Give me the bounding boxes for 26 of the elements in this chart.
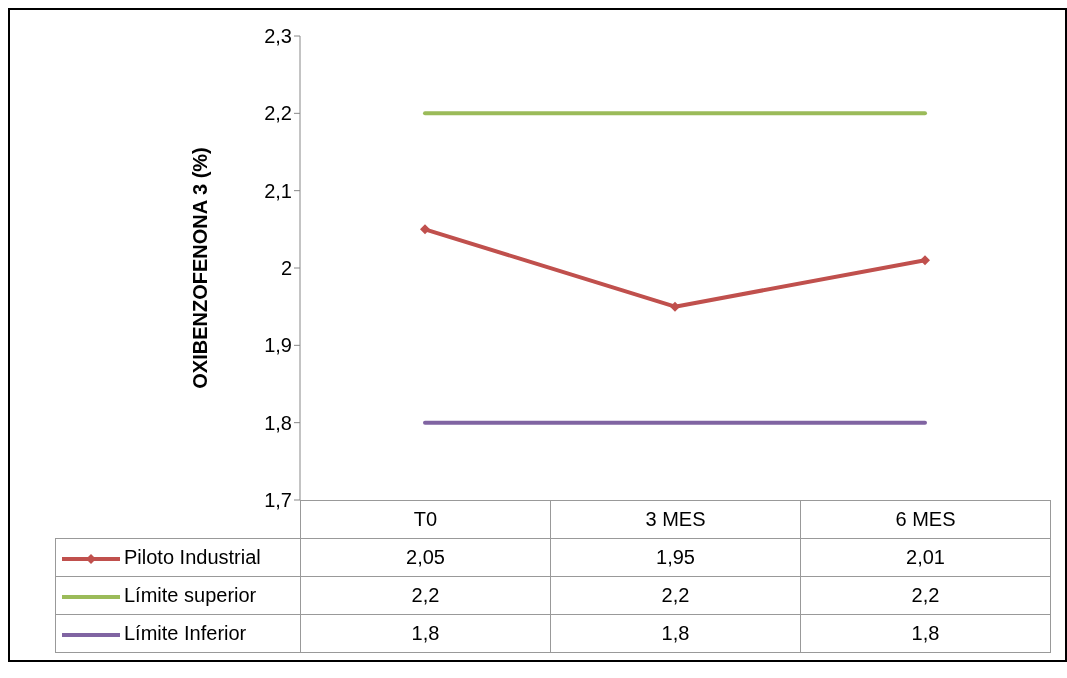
legend-label: Piloto Industrial — [124, 546, 261, 568]
data-label: 1,8 — [800, 614, 1051, 653]
y-axis-title: OXIBENZOFENONA 3 (%) — [189, 147, 212, 389]
x-tick-label: 6 MES — [800, 500, 1051, 539]
data-label: 2,2 — [550, 576, 801, 615]
data-label: 2,05 — [300, 538, 551, 577]
y-tick-label: 2,2 — [264, 102, 292, 125]
data-label: 2,2 — [300, 576, 551, 615]
data-label: 1,8 — [550, 614, 801, 653]
y-tick-label: 2 — [280, 257, 292, 280]
y-tick-label: 2,3 — [264, 25, 292, 48]
point — [920, 255, 930, 266]
data-label: 1,8 — [300, 614, 551, 653]
x-tick-label: T0 — [300, 500, 551, 539]
y-tick-label: 1,9 — [264, 334, 292, 357]
y-tick-label: 1,7 — [264, 489, 292, 512]
x-tick-label: 3 MES — [550, 500, 801, 539]
point — [670, 301, 680, 312]
legend-label: Límite superior — [124, 584, 257, 606]
data-label: 1,95 — [550, 538, 801, 577]
y-tick-label: 2,1 — [264, 179, 292, 202]
data-label: 2,01 — [800, 538, 1051, 577]
legend-label: Límite Inferior — [124, 622, 247, 644]
point — [420, 224, 430, 235]
y-tick-label: 1,8 — [264, 411, 292, 434]
data-label: 2,2 — [800, 576, 1051, 615]
